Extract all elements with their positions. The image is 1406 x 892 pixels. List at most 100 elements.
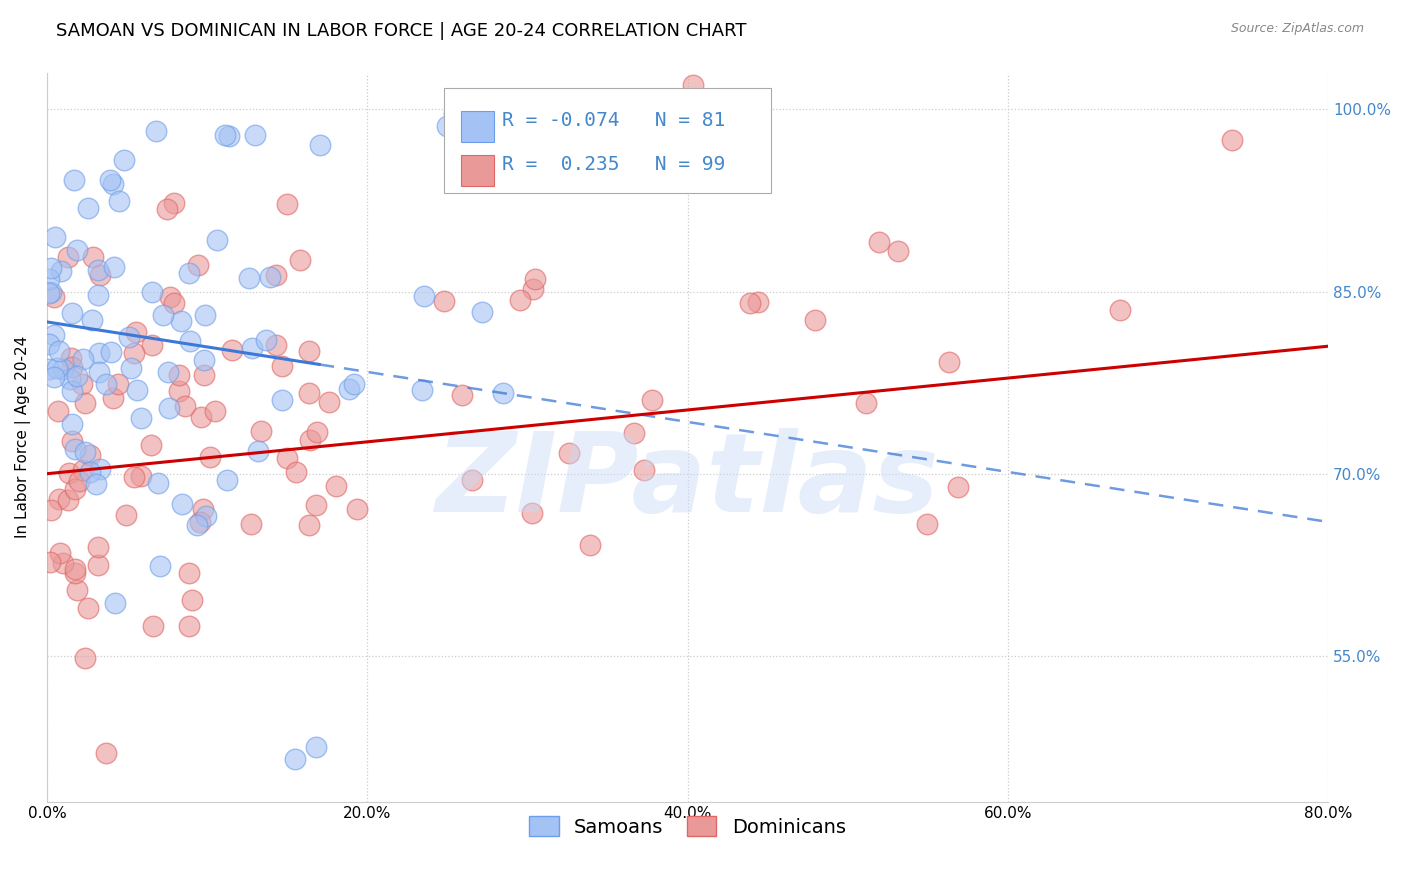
Point [276,196,298,211]
Point [682,78,704,92]
Point [1108,303,1130,318]
Point [868,235,890,250]
Point [218,129,240,144]
Point [60,384,83,398]
Point [122,470,145,484]
Point [271,393,294,408]
Point [141,338,163,352]
Point [247,444,270,458]
Point [738,296,761,310]
Point [1220,133,1243,147]
Point [107,377,129,392]
Point [63,173,86,187]
Point [146,475,169,490]
Point [63,442,86,457]
Point [221,343,243,357]
Point [163,296,186,310]
Point [284,752,307,766]
Point [179,266,201,280]
Point [254,333,277,347]
Text: SAMOAN VS DOMINICAN IN LABOR FORCE | AGE 20-24 CORRELATION CHART: SAMOAN VS DOMINICAN IN LABOR FORCE | AGE… [56,22,747,40]
Point [38,285,60,300]
Point [38,272,60,286]
Point [156,202,179,217]
Point [156,365,179,379]
Point [264,268,287,282]
Point [238,271,260,285]
Point [179,334,201,348]
Text: Source: ZipAtlas.com: Source: ZipAtlas.com [1230,22,1364,36]
Point [67,474,90,488]
Point [522,506,544,520]
Point [145,124,167,138]
Point [60,417,83,432]
Point [578,538,600,552]
Point [48,491,70,506]
Point [120,361,142,376]
Point [66,369,89,384]
Point [264,338,287,352]
Point [49,546,72,560]
Point [98,173,121,187]
Point [44,327,66,342]
Point [79,448,101,462]
Point [149,558,172,573]
Point [194,308,217,322]
Point [413,289,436,303]
Y-axis label: In Labor Force | Age 20-24: In Labor Force | Age 20-24 [15,336,31,539]
Point [855,395,877,409]
Point [509,293,531,307]
Point [193,502,215,516]
Point [172,496,194,510]
Point [38,337,60,351]
Point [56,493,79,508]
Point [89,462,111,476]
Point [240,341,263,355]
Point [276,451,298,466]
Point [443,106,465,120]
Point [309,137,332,152]
Point [122,346,145,360]
Text: ZIPatlas: ZIPatlas [436,427,939,534]
Point [523,272,546,286]
Point [186,517,208,532]
Point [177,619,200,633]
Point [115,508,138,522]
Point [938,354,960,368]
Point [79,465,101,479]
Point [73,651,96,665]
Point [170,314,193,328]
Point [39,555,62,569]
Text: R = -0.074   N = 81: R = -0.074 N = 81 [502,111,725,130]
Point [45,360,67,375]
Point [141,285,163,300]
Point [52,556,75,570]
Point [163,195,186,210]
Point [217,473,239,487]
Point [125,325,148,339]
Point [87,262,110,277]
Point [193,352,215,367]
Point [411,384,433,398]
Point [318,395,340,409]
Point [747,294,769,309]
Point [917,517,939,532]
Point [436,120,458,134]
Point [104,596,127,610]
Point [173,399,195,413]
Point [86,288,108,302]
Point [623,426,645,441]
Point [94,377,117,392]
Point [39,261,62,276]
Point [200,450,222,465]
Point [94,746,117,760]
Point [142,618,165,632]
Point [159,289,181,303]
Point [298,386,321,401]
Point [72,351,94,366]
Point [44,290,66,304]
Point [188,516,211,530]
Point [82,313,104,327]
Point [103,177,125,191]
Point [60,351,83,365]
